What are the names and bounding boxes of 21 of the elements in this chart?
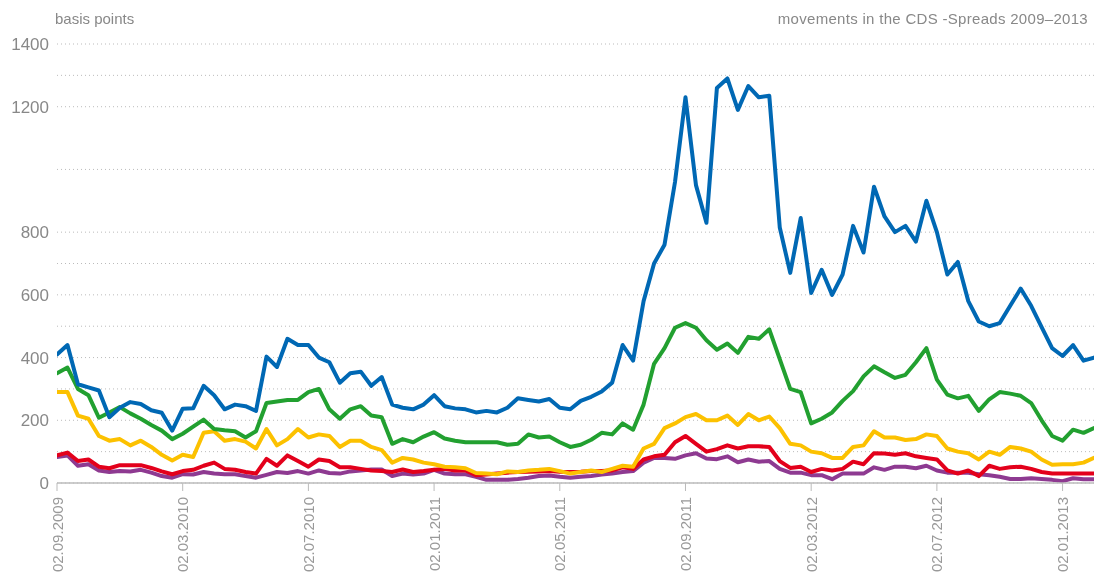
y-tick-label: 200 [20,411,49,431]
x-tick-label: 02.09.2011 [676,497,694,571]
x-tick-label: 02.01.2013 [1054,497,1072,573]
x-tick-label: 02.03.2010 [174,497,192,573]
line-series [57,76,1094,433]
x-tick-label: 02.09.2009 [48,497,66,573]
y-tick-label: 800 [20,223,49,243]
x-tick-label: 02.03.2012 [802,497,820,573]
x-tick-label: 02.01.2011 [425,497,443,571]
line-series [57,390,1094,477]
y-axis-title: basis points [55,10,135,27]
y-tick-label: 1400 [11,35,49,55]
chart-title: movements in the CDS -Spreads 2009–2013 [777,10,1088,27]
x-tick-label: 02.07.2010 [299,497,317,573]
x-tick-label: 02.05.2011 [551,497,569,571]
y-tick-label: 600 [20,285,49,305]
x-tick-label: 02.07.2012 [928,497,946,573]
y-tick-label: 1200 [11,97,49,117]
y-tick-label: 400 [20,348,49,368]
y-tick-label: 0 [39,474,49,494]
line-series [57,321,1094,449]
